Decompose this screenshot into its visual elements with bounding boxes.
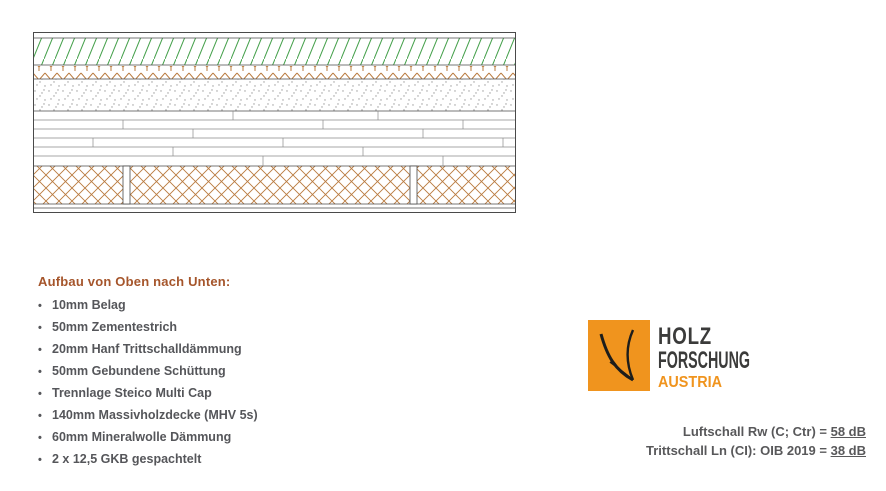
layer-daemmung-zigzag [33, 66, 516, 79]
bullet-icon: • [38, 344, 42, 356]
bullet-icon: • [38, 454, 42, 466]
list-item-label: 60mm Mineralwolle Dämmung [52, 430, 232, 444]
drawing-frame [33, 32, 516, 213]
bullet-icon: • [38, 300, 42, 312]
list-item-label: 20mm Hanf Trittschalldämmung [52, 342, 242, 356]
list-item: • Trennlage Steico Multi Cap [38, 386, 368, 400]
logo-svg: HOLZ FORSCHUNG AUSTRIA [588, 320, 750, 391]
airborne-sound-value: 58 dB [830, 424, 866, 439]
layer-estrich-hatch [33, 38, 516, 65]
acoustic-values: Luftschall Rw (C; Ctr) = 58 dB Trittscha… [526, 422, 866, 460]
massivholz-plank-lines [33, 111, 516, 166]
airborne-sound-label: Luftschall Rw (C; Ctr) = [682, 424, 831, 439]
impact-sound-value: 38 dB [830, 443, 866, 458]
logo-word-austria: AUSTRIA [658, 374, 722, 391]
bullet-icon: • [38, 388, 42, 400]
layer-schuettung-stipple [33, 79, 516, 111]
bullet-icon: • [38, 410, 42, 422]
list-item: • 140mm Massivholzdecke (MHV 5s) [38, 408, 368, 422]
holzforschung-austria-logo: HOLZ FORSCHUNG AUSTRIA [588, 318, 760, 399]
list-item: • 50mm Zementestrich [38, 320, 368, 334]
list-item-label: 140mm Massivholzdecke (MHV 5s) [52, 408, 258, 422]
buildup-heading: Aufbau von Oben nach Unten: [38, 274, 231, 289]
ceiling-battens [122, 165, 418, 205]
impact-sound-line: Trittschall Ln (CI): OIB 2019 = 38 dB [526, 441, 866, 460]
bullet-icon: • [38, 322, 42, 334]
list-item: • 2 x 12,5 GKB gespachtelt [38, 452, 368, 466]
cross-section-svg [33, 32, 516, 213]
buildup-list: Aufbau von Oben nach Unten: • 10mm Belag … [38, 274, 368, 474]
list-item: • 50mm Gebundene Schüttung [38, 364, 368, 378]
list-item-label: Trennlage Steico Multi Cap [52, 386, 212, 400]
buildup-items: • 10mm Belag • 50mm Zementestrich • 20mm Ha… [38, 298, 368, 466]
list-item: • 10mm Belag [38, 298, 368, 312]
list-item-label: 50mm Gebundene Schüttung [52, 364, 226, 378]
list-item: • 60mm Mineralwolle Dämmung [38, 430, 368, 444]
logo-word-forschung: FORSCHUNG [658, 347, 750, 374]
impact-sound-label: Trittschall Ln (CI): OIB 2019 = [646, 443, 831, 458]
bullet-icon: • [38, 432, 42, 444]
tree-icon [599, 329, 635, 382]
list-item: • 20mm Hanf Trittschalldämmung [38, 342, 368, 356]
layer-daemmung-crosshatch [33, 166, 516, 204]
list-item-label: 50mm Zementestrich [52, 320, 178, 334]
list-item-label: 2 x 12,5 GKB gespachtelt [52, 452, 202, 466]
layer-separator-lines [33, 37, 516, 209]
list-item-label: 10mm Belag [52, 298, 126, 312]
logo-word-holz: HOLZ [658, 323, 712, 350]
airborne-sound-line: Luftschall Rw (C; Ctr) = 58 dB [526, 422, 866, 441]
construction-section-drawing [33, 32, 516, 219]
bullet-icon: • [38, 366, 42, 378]
logo-orange-square [588, 320, 650, 391]
